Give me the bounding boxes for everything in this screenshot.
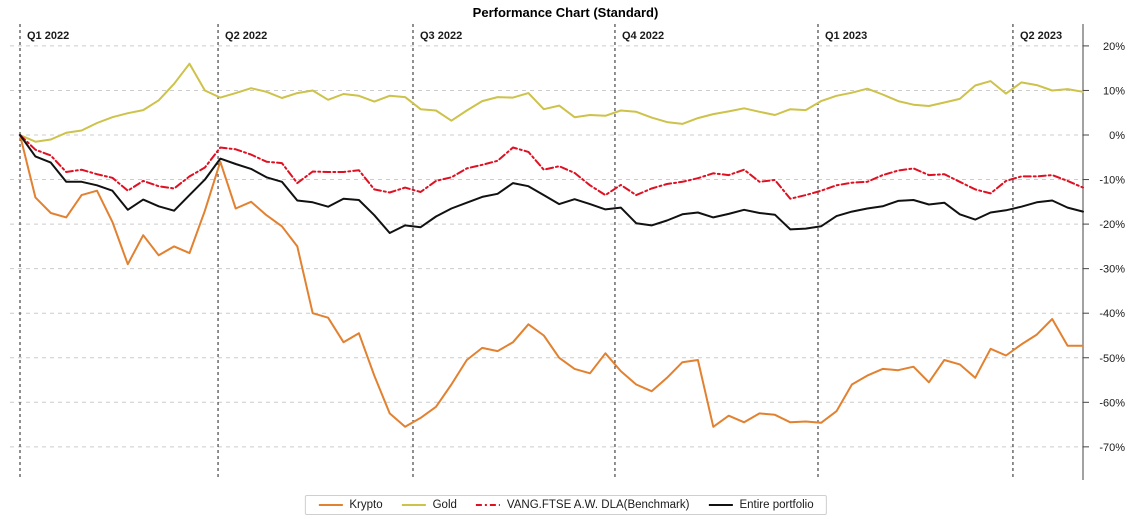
series-line-krypto xyxy=(19,134,1084,428)
quarter-label: Q1 2023 xyxy=(825,30,867,42)
legend-swatch-krypto xyxy=(318,504,343,506)
y-tick-label: -10% xyxy=(1099,175,1125,187)
legend-swatch-gold xyxy=(401,504,426,506)
y-tick-label: 20% xyxy=(1103,41,1125,53)
quarter-label: Q3 2022 xyxy=(420,30,462,42)
quarter-label: Q4 2022 xyxy=(622,30,664,42)
legend-label-krypto: Krypto xyxy=(349,499,383,511)
series-line-entire-portfolio xyxy=(19,134,1084,234)
y-tick-label: -40% xyxy=(1099,308,1125,320)
legend-swatch-entire-portfolio xyxy=(708,504,733,506)
quarter-label: Q2 2022 xyxy=(225,30,267,42)
series-line-gold xyxy=(19,62,1084,143)
legend-item-krypto[interactable]: Krypto xyxy=(317,499,383,511)
y-tick-label: -30% xyxy=(1099,264,1125,276)
y-tick-label: 10% xyxy=(1103,85,1125,97)
legend-swatch-vang-ftse-a-w-dla-benchmark xyxy=(475,504,500,506)
legend-item-gold[interactable]: Gold xyxy=(401,499,457,511)
y-tick-label: -60% xyxy=(1099,397,1125,409)
quarter-label: Q2 2023 xyxy=(1020,30,1062,42)
legend-item-entire-portfolio[interactable]: Entire portfolio xyxy=(707,499,814,511)
legend-label-vang-ftse-a-w-dla-benchmark: VANG.FTSE A.W. DLA(Benchmark) xyxy=(506,499,690,511)
chart-legend: Krypto Gold VANG.FTSE A.W. DLA(Benchmark) E… xyxy=(304,495,827,515)
y-tick-label: -20% xyxy=(1099,219,1125,231)
series-line-vang-ftse-a-w-dla-benchmark xyxy=(19,134,1084,200)
legend-label-entire-portfolio: Entire portfolio xyxy=(739,499,814,511)
y-tick-label: -50% xyxy=(1099,353,1125,365)
y-tick-label: -70% xyxy=(1099,442,1125,454)
y-tick-label: 0% xyxy=(1109,130,1125,142)
quarter-label: Q1 2022 xyxy=(27,30,69,42)
legend-item-vang-ftse-a-w-dla-benchmark[interactable]: VANG.FTSE A.W. DLA(Benchmark) xyxy=(475,499,690,511)
legend-label-gold: Gold xyxy=(432,499,457,511)
chart-title: Performance Chart (Standard) xyxy=(472,5,659,20)
